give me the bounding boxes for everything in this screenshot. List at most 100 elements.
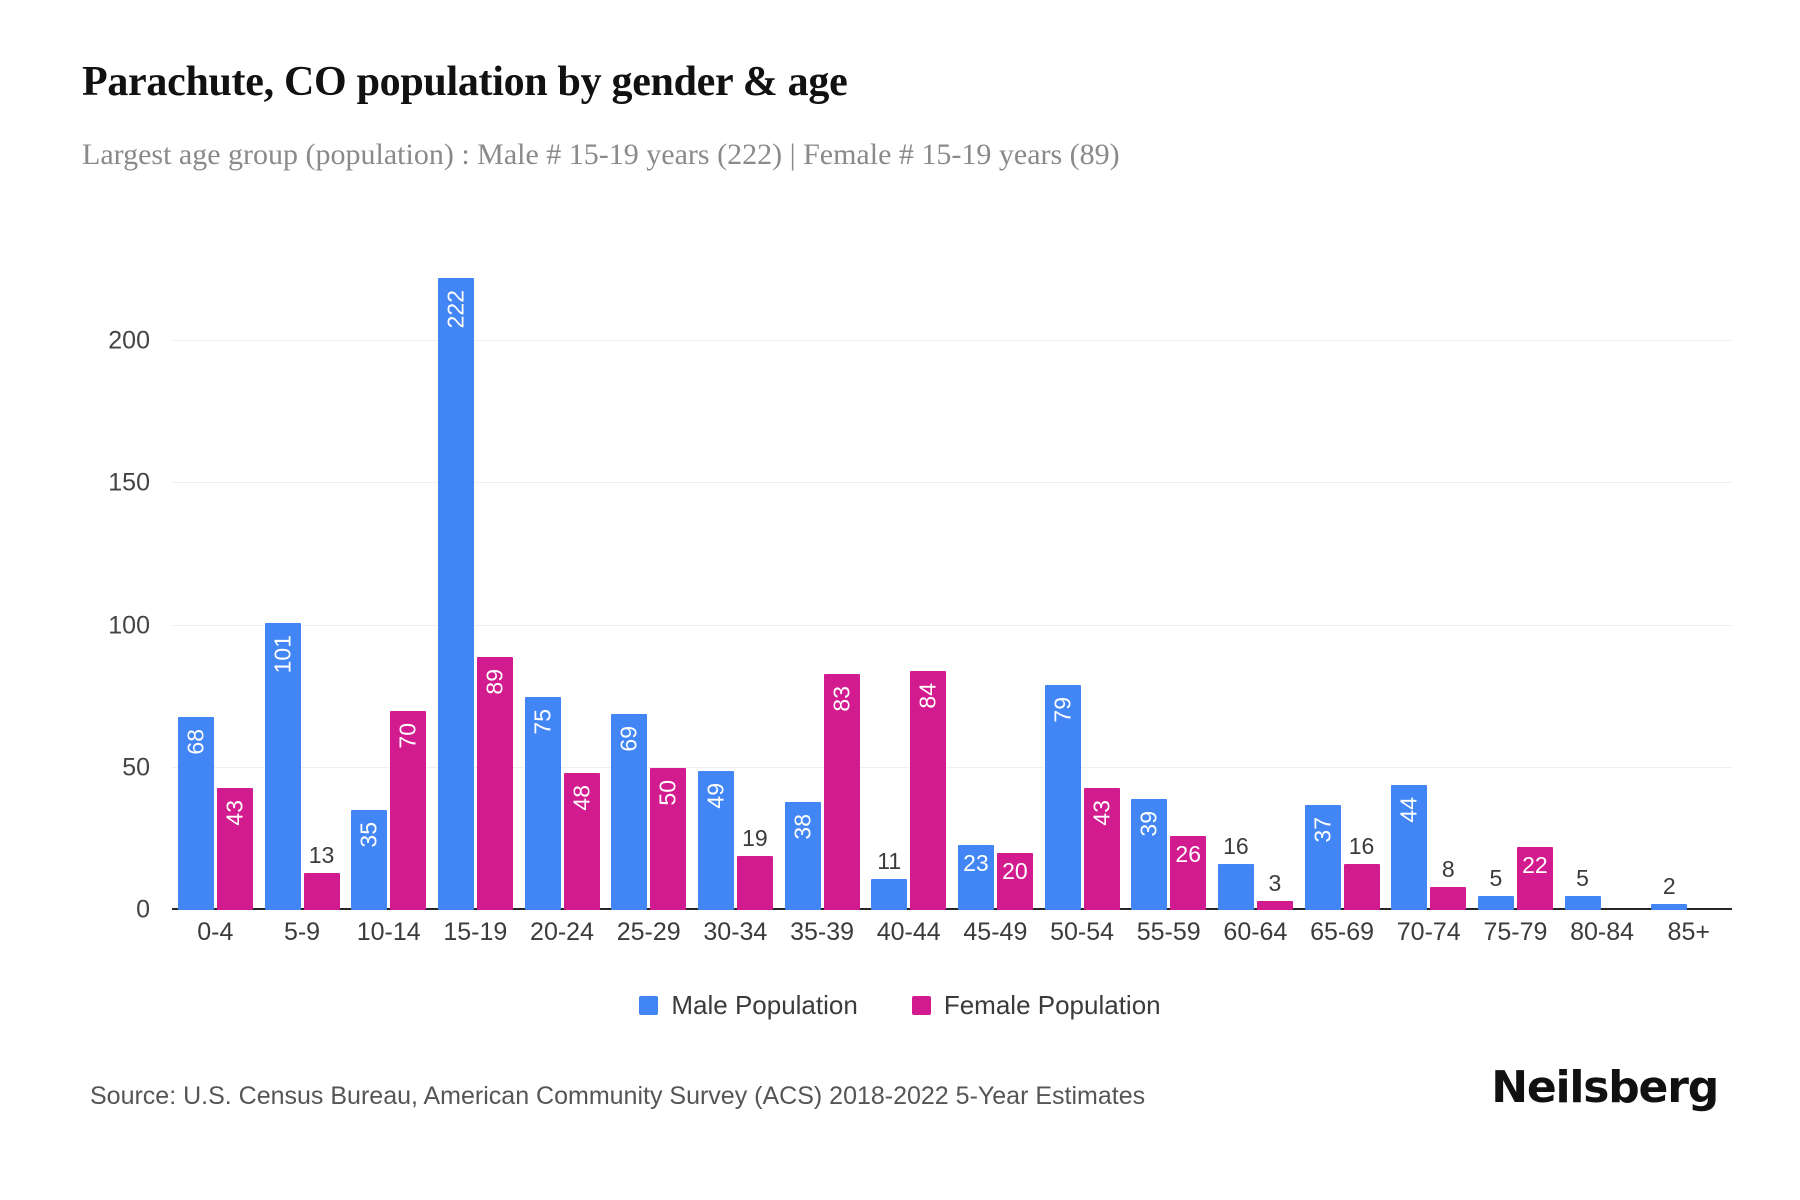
bar[interactable]: 37 [1304,804,1341,910]
y-axis-tick-label: 50 [122,753,150,782]
bar[interactable]: 22 [1516,847,1553,910]
x-axis-line [172,908,1732,910]
bar-value-label: 89 [481,668,508,695]
x-axis-tick-label: 75-79 [1483,918,1548,946]
x-axis-tick-label: 55-59 [1136,918,1201,946]
bar-group: 101 13 [259,250,346,910]
bar-value-label: 222 [442,290,469,329]
bar-value-label: 5 [1576,864,1589,891]
bar[interactable]: 75 [524,696,561,910]
chart-subtitle: Largest age group (population) : Male # … [82,138,1120,171]
bar-value-label: 43 [221,799,248,826]
bar[interactable]: 2 [1651,875,1688,910]
bar-value-label: 48 [568,785,595,812]
bar[interactable]: 49 [697,770,734,910]
legend-item[interactable]: Female Population [911,990,1161,1021]
bar-group: 49 19 [692,250,779,910]
bar-value-label: 50 [654,779,681,806]
bar-group: 68 43 [172,250,259,910]
bar[interactable]: 68 [177,716,214,910]
x-axis-tick-label: 35-39 [790,918,855,946]
bar-group: 38 83 [779,250,866,910]
bar-value-label: 8 [1441,856,1455,883]
bar[interactable]: 39 [1131,799,1168,910]
bar[interactable]: 89 [476,656,513,910]
bar[interactable]: 70 [390,710,427,910]
bar-value-label: 38 [789,813,816,840]
bar-group: 5 [1559,250,1646,910]
bar[interactable]: 222 [437,278,474,910]
bar[interactable]: 83 [823,673,860,910]
x-axis-tick-label: 30-34 [703,918,768,946]
bar-value-label: 11 [877,847,902,874]
bar-group: 2 [1645,250,1732,910]
x-axis-tick-label: 15-19 [443,918,508,946]
x-axis-tick-label: 80-84 [1570,918,1635,946]
chart-legend: Male Population Female Population [0,990,1800,1021]
bar-group: 23 20 [952,250,1039,910]
gridline [172,482,1732,484]
bar[interactable]: 3 [1256,872,1293,910]
bar[interactable]: 5 [1564,866,1601,910]
bar-group: 69 50 [605,250,692,910]
bar[interactable]: 44 [1391,784,1428,910]
legend-item-label: Male Population [671,990,858,1020]
x-axis-tick-label: 10-14 [356,918,421,946]
legend-item-label: Female Population [943,990,1161,1020]
x-axis-tick-label: 85+ [1667,918,1710,946]
bar[interactable]: 43 [1083,787,1120,910]
bar[interactable]: 11 [871,849,908,910]
bar[interactable]: 5 [1477,866,1514,910]
y-axis-tick-label: 150 [108,468,150,497]
bar-value-label: 3 [1268,870,1282,897]
page-title: Parachute, CO population by gender & age [82,59,848,105]
x-axis-tick-label: 25-29 [616,918,681,946]
bar-value-label: 84 [914,683,941,709]
bar-group: 37 16 [1299,250,1386,910]
bar[interactable]: 38 [784,801,821,910]
bar[interactable]: 26 [1170,836,1207,910]
bar-value-label: 70 [394,722,421,749]
source-note: Source: U.S. Census Bureau, American Com… [90,1082,1146,1110]
x-axis-tick-label: 45-49 [963,918,1028,946]
bar[interactable]: 19 [736,826,773,910]
legend-swatch-male [639,996,659,1015]
bar[interactable]: 35 [351,810,388,910]
bar-value-label: 43 [1088,799,1115,826]
x-axis-tick-label: 65-69 [1310,918,1375,946]
legend-swatch-female [911,996,931,1015]
bar-value-label: 68 [182,728,209,755]
bar-value-label: 16 [1348,833,1375,860]
x-axis-tick-label: 70-74 [1396,918,1461,946]
bar[interactable]: 101 [264,622,301,910]
bar-value-label: 20 [1002,858,1028,885]
gridline [172,340,1732,342]
bar-groups: 68 43 101 13 35 70 222 89 75 48 69 50 49 19 38 83 11 84 23… [172,250,1732,910]
bar[interactable]: 48 [563,773,600,910]
bar[interactable]: 79 [1044,685,1081,910]
x-axis-tick-labels: 0-4 5-9 10-14 15-19 20-24 25-29 30-34 35-39 40-4… [172,918,1732,947]
bar[interactable]: 8 [1430,858,1467,910]
bar-value-label: 69 [615,725,642,752]
bar[interactable]: 13 [303,844,340,910]
bar[interactable]: 69 [611,713,648,910]
bar-value-label: 23 [963,849,989,876]
bar[interactable]: 43 [216,787,253,910]
bar-value-label: 26 [1175,841,1202,868]
gridline [172,624,1732,626]
bar-value-label: 75 [529,708,556,735]
bar[interactable]: 20 [996,853,1033,910]
bar[interactable]: 16 [1217,835,1254,910]
bar[interactable]: 16 [1343,835,1380,910]
bar[interactable]: 84 [910,671,947,910]
bar-value-label: 16 [1223,833,1249,860]
bar[interactable]: 23 [957,844,994,910]
legend-item[interactable]: Male Population [639,990,858,1021]
bar[interactable]: 50 [650,767,687,910]
bar-value-label: 19 [742,824,768,851]
bar-value-label: 44 [1395,796,1422,823]
bar-group: 75 48 [519,250,606,910]
x-axis-tick-label: 5-9 [283,918,321,946]
bar-value-label: 83 [828,685,855,712]
x-axis-tick-label: 20-24 [530,918,594,946]
